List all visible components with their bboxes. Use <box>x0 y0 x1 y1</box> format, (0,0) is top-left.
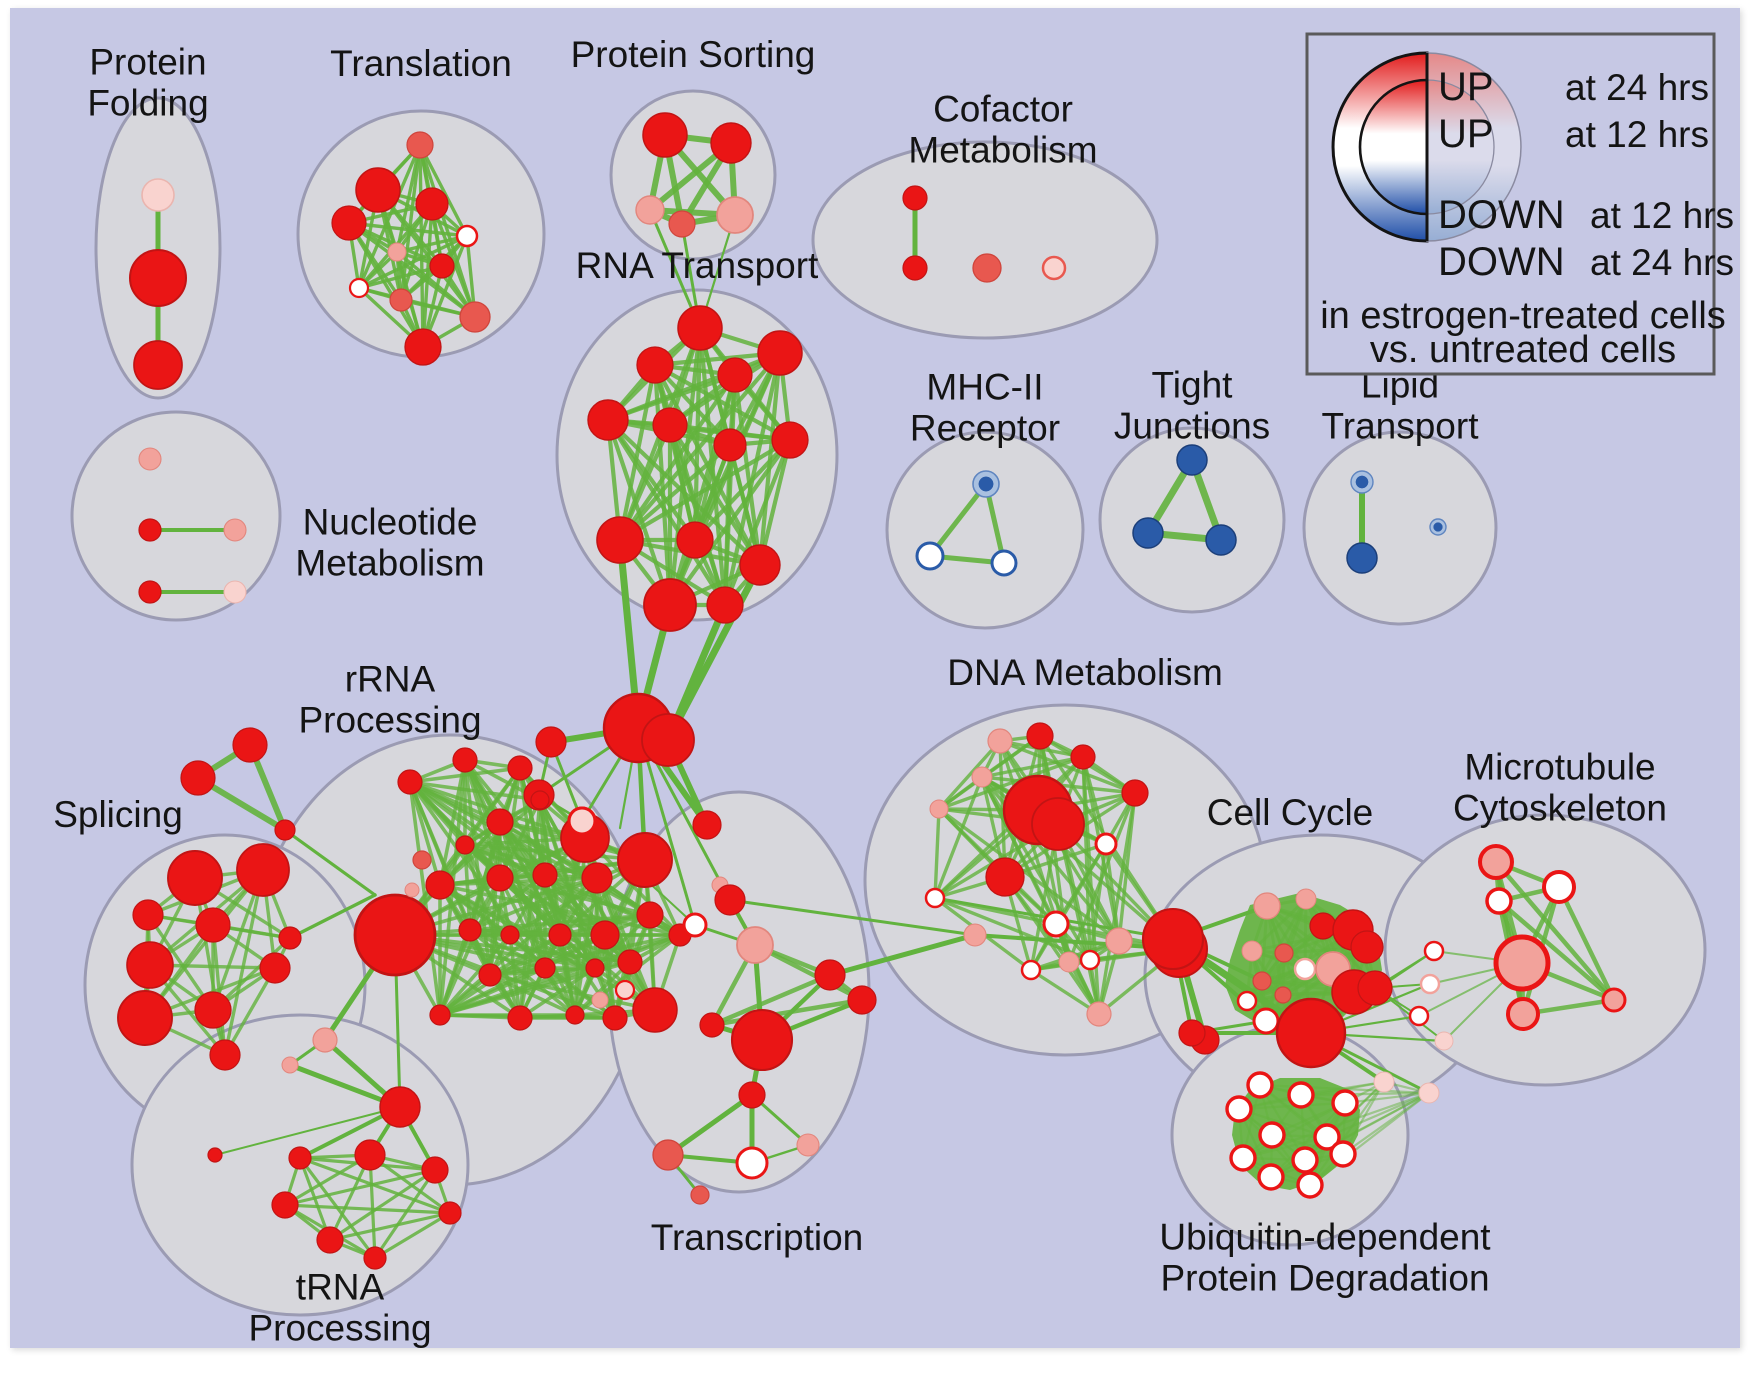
svg-text:RNA Transport: RNA Transport <box>576 245 819 286</box>
svg-text:at 24 hrs: at 24 hrs <box>1590 242 1734 283</box>
svg-text:at 24 hrs: at 24 hrs <box>1565 67 1709 108</box>
svg-text:Translation: Translation <box>330 43 512 84</box>
svg-text:at 12 hrs: at 12 hrs <box>1565 114 1709 155</box>
svg-text:at 12 hrs: at 12 hrs <box>1590 195 1734 236</box>
svg-text:Splicing: Splicing <box>53 794 183 835</box>
svg-text:UP: UP <box>1438 65 1494 109</box>
svg-text:Transcription: Transcription <box>651 1217 863 1258</box>
svg-text:Protein Sorting: Protein Sorting <box>571 34 816 75</box>
svg-text:vs. untreated cells: vs. untreated cells <box>1370 329 1676 371</box>
svg-text:Cell Cycle: Cell Cycle <box>1207 792 1374 833</box>
svg-text:DNA Metabolism: DNA Metabolism <box>947 652 1223 693</box>
svg-text:DOWN: DOWN <box>1438 240 1565 284</box>
svg-text:UP: UP <box>1438 112 1494 156</box>
svg-text:DOWN: DOWN <box>1438 193 1565 237</box>
